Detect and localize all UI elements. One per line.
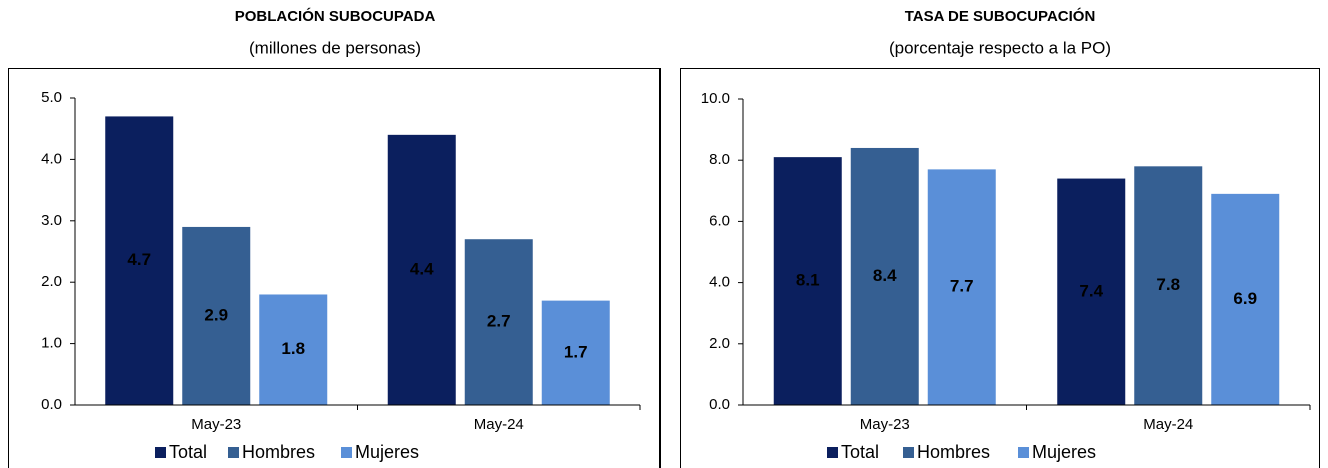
chart-subtitle: (millones de personas) <box>249 38 421 57</box>
legend-swatch <box>228 447 239 458</box>
x-tick-label: May-23 <box>860 416 910 433</box>
y-tick-label: 0.0 <box>41 396 62 413</box>
bar <box>105 116 174 406</box>
legend-label: Hombres <box>242 442 315 462</box>
bar <box>1057 178 1126 405</box>
x-tick-label: May-24 <box>474 416 524 433</box>
legend-swatch <box>903 447 914 458</box>
legend-label: Total <box>841 442 879 462</box>
bar <box>464 239 533 405</box>
bar <box>541 300 610 405</box>
legend-swatch <box>1018 447 1029 458</box>
legend-label: Hombres <box>917 442 990 462</box>
chart-title: POBLACIÓN SUBOCUPADA <box>235 7 436 25</box>
legend-swatch <box>827 447 838 458</box>
value-label: 2.9 <box>204 305 228 324</box>
y-tick-label: 1.0 <box>41 335 62 352</box>
bar <box>182 226 251 405</box>
y-tick-label: 4.0 <box>709 274 730 291</box>
bar <box>1211 193 1280 405</box>
y-tick-label: 10.0 <box>701 90 730 107</box>
legend-swatch <box>155 447 166 458</box>
value-label: 8.1 <box>796 271 820 290</box>
x-tick-label: May-24 <box>1143 416 1193 433</box>
value-label: 7.8 <box>1156 275 1180 294</box>
value-label: 1.8 <box>281 339 305 358</box>
bar <box>773 157 842 405</box>
chart-title: TASA DE SUBOCUPACIÓN <box>905 7 1096 25</box>
y-tick-label: 2.0 <box>41 273 62 290</box>
bar <box>1134 166 1203 405</box>
legend-label: Mujeres <box>355 442 419 462</box>
y-tick-label: 5.0 <box>41 89 62 106</box>
y-tick-label: 2.0 <box>709 335 730 352</box>
legend-swatch <box>341 447 352 458</box>
value-label: 4.4 <box>410 259 434 278</box>
value-label: 2.7 <box>487 312 511 331</box>
bar <box>259 294 328 405</box>
bar <box>850 147 919 405</box>
bar <box>387 134 456 405</box>
value-label: 1.7 <box>564 342 588 361</box>
value-label: 4.7 <box>127 250 151 269</box>
value-label: 7.4 <box>1079 281 1103 300</box>
y-tick-label: 6.0 <box>709 212 730 229</box>
value-label: 7.7 <box>950 277 974 296</box>
y-tick-label: 8.0 <box>709 151 730 168</box>
y-tick-label: 4.0 <box>41 150 62 167</box>
x-tick-label: May-23 <box>191 416 241 433</box>
chart-subtitle: (porcentaje respecto a la PO) <box>889 38 1111 57</box>
panel-frame <box>680 68 1320 468</box>
value-label: 6.9 <box>1233 289 1257 308</box>
y-tick-label: 3.0 <box>41 212 62 229</box>
value-label: 8.4 <box>873 266 897 285</box>
legend-label: Total <box>169 442 207 462</box>
y-tick-label: 0.0 <box>709 396 730 413</box>
legend-label: Mujeres <box>1032 442 1096 462</box>
bar <box>927 169 996 405</box>
